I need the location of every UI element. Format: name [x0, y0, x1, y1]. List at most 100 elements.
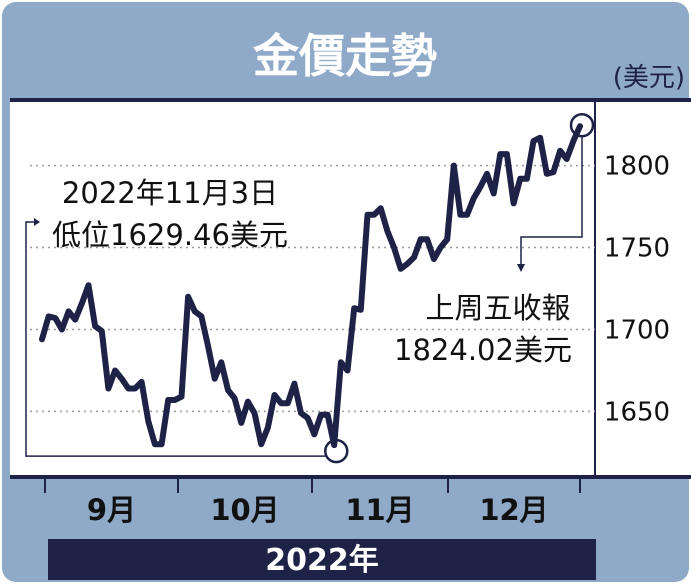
data-point	[245, 399, 251, 405]
last-annotation-arrow	[517, 264, 525, 272]
y-tick-label-1800: 1800	[604, 152, 670, 182]
data-point	[384, 228, 390, 234]
data-point	[238, 420, 244, 426]
x-tick-label-3: 12月	[479, 493, 548, 527]
data-point	[364, 212, 371, 218]
data-point	[517, 176, 523, 182]
data-point	[344, 367, 351, 374]
data-point	[112, 367, 118, 374]
data-point	[418, 236, 424, 242]
data-point	[391, 244, 397, 251]
data-point	[205, 343, 211, 349]
last-point-marker	[569, 112, 595, 138]
data-point	[265, 425, 271, 431]
data-point	[185, 294, 191, 300]
data-point	[119, 376, 125, 382]
data-point	[59, 326, 65, 333]
data-point	[125, 385, 131, 392]
data-point	[298, 410, 304, 416]
data-point	[497, 151, 503, 157]
data-point	[72, 317, 78, 323]
data-point	[172, 397, 178, 403]
data-point	[198, 313, 204, 319]
data-point	[225, 387, 231, 393]
data-point	[251, 410, 258, 416]
year-label: 2022年	[265, 543, 379, 578]
data-point	[570, 138, 577, 144]
data-point	[557, 148, 563, 154]
data-point	[325, 412, 331, 418]
series-line-gold-price	[39, 123, 583, 449]
data-point	[46, 313, 52, 319]
x-tick-marks	[44, 477, 581, 493]
last-annotation-leader	[520, 136, 583, 266]
data-point	[537, 135, 543, 141]
low-annotation-date: 2022年11月3日	[62, 176, 278, 210]
data-point	[79, 300, 85, 306]
data-point	[212, 376, 218, 382]
data-point	[52, 315, 58, 321]
low-point-marker	[323, 438, 349, 464]
data-point	[331, 442, 337, 448]
data-point	[178, 394, 185, 400]
data-point	[437, 244, 444, 251]
data-point	[338, 359, 344, 365]
x-tick-label-2: 11月	[345, 493, 414, 527]
data-point	[444, 236, 450, 242]
data-point	[564, 156, 570, 162]
data-point	[92, 323, 98, 329]
data-point	[544, 171, 550, 177]
y-tick-labels: 1650 1700 1750 1800	[604, 152, 670, 428]
low-annotation-value: 低位1629.46美元	[52, 218, 288, 252]
data-point	[358, 307, 364, 313]
data-point	[431, 256, 437, 262]
data-point	[577, 123, 583, 129]
x-tick-label-0: 9月	[87, 493, 136, 527]
unit-label: (美元)	[613, 63, 685, 93]
data-point	[411, 254, 417, 260]
data-point	[291, 381, 297, 387]
chart-title: 金價走勢	[252, 29, 437, 83]
x-tick-label-1: 10月	[210, 493, 279, 527]
data-point	[464, 212, 470, 218]
data-point	[152, 441, 158, 447]
data-point	[398, 266, 404, 272]
data-point	[351, 305, 357, 311]
data-point	[371, 212, 377, 218]
data-point	[477, 184, 483, 190]
data-point	[491, 190, 497, 196]
data-point	[99, 328, 105, 334]
data-point	[232, 395, 238, 401]
data-point	[378, 205, 384, 211]
data-point	[218, 359, 224, 365]
data-point	[85, 282, 92, 288]
series-points	[39, 123, 583, 448]
data-point	[311, 431, 317, 437]
data-point	[404, 261, 410, 267]
data-point	[145, 418, 151, 424]
data-point	[139, 379, 145, 385]
data-point	[550, 169, 557, 175]
gridlines	[30, 164, 595, 413]
low-annotation-arrow	[34, 218, 40, 226]
y-tick-label-1700: 1700	[604, 315, 670, 345]
data-point	[105, 385, 111, 392]
low-annotation-leader	[25, 221, 326, 457]
data-point	[457, 212, 463, 218]
data-point	[39, 336, 45, 342]
data-point	[305, 415, 311, 421]
data-point	[285, 400, 291, 406]
data-point	[165, 397, 171, 403]
data-point	[504, 151, 510, 157]
data-point	[471, 195, 477, 201]
x-tick-labels: 9月 10月 11月 12月	[87, 493, 549, 527]
y-tick-label-1650: 1650	[604, 397, 670, 427]
last-annotation-caption: 上周五收報	[425, 291, 570, 325]
data-point	[318, 412, 324, 418]
y-tick-label-1750: 1750	[604, 234, 670, 264]
data-point	[278, 400, 284, 406]
data-point	[484, 171, 490, 177]
data-point	[451, 163, 457, 169]
